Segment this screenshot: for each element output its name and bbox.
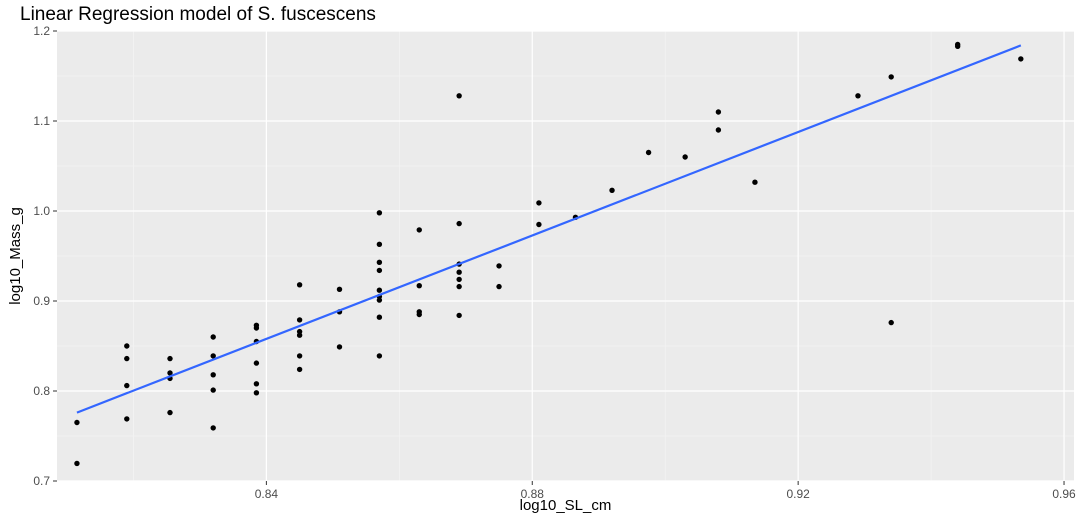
- data-point: [336, 286, 343, 292]
- data-point: [888, 74, 894, 80]
- y-tick-label: 1.1: [33, 114, 50, 128]
- y-tick-label: 0.7: [33, 474, 50, 488]
- y-tick-label: 0.9: [33, 294, 50, 308]
- data-point: [609, 187, 615, 193]
- data-point: [1018, 56, 1024, 62]
- data-point: [954, 41, 961, 48]
- data-point: [253, 360, 260, 366]
- data-point: [855, 93, 861, 99]
- data-point: [167, 370, 173, 376]
- data-point: [253, 381, 260, 387]
- data-point: [124, 343, 130, 349]
- y-tick-label: 1.2: [33, 24, 50, 38]
- data-point: [496, 263, 502, 269]
- data-point: [124, 382, 130, 389]
- x-tick-label: 0.92: [786, 487, 810, 501]
- data-point: [376, 267, 383, 274]
- data-point: [74, 460, 80, 467]
- data-point: [210, 372, 216, 378]
- data-point: [124, 355, 130, 362]
- data-point: [210, 425, 216, 431]
- data-point: [296, 328, 303, 335]
- data-point: [536, 221, 542, 228]
- data-point: [296, 317, 303, 323]
- chart-title: Linear Regression model of S. fuscescens: [20, 4, 376, 25]
- x-tick-label: 0.88: [521, 487, 545, 501]
- data-point: [456, 93, 462, 99]
- data-point: [376, 259, 383, 265]
- data-point: [416, 227, 422, 233]
- y-axis-title: log10_Mass_g: [7, 207, 24, 305]
- data-point: [456, 283, 462, 290]
- regression-line-layer: [76, 44, 1022, 414]
- data-point: [210, 334, 216, 340]
- regression-line: [76, 44, 1022, 414]
- y-tick-label: 1.0: [33, 204, 50, 218]
- data-point: [645, 149, 652, 156]
- data-point: [376, 353, 383, 359]
- data-point: [336, 344, 343, 350]
- data-point: [888, 319, 894, 326]
- data-point: [210, 353, 216, 359]
- data-point: [376, 210, 383, 216]
- data-point: [167, 355, 173, 362]
- data-point: [416, 309, 422, 315]
- x-axis: 0.84 0.88 0.92 0.96: [255, 481, 1076, 501]
- y-tick-label: 0.8: [33, 384, 50, 398]
- data-point: [296, 353, 303, 359]
- data-point: [376, 287, 383, 293]
- x-axis-title: log10_SL_cm: [520, 497, 612, 514]
- data-point: [456, 220, 462, 227]
- data-point: [74, 419, 80, 426]
- data-point: [536, 200, 542, 206]
- data-point: [167, 409, 173, 416]
- data-point: [253, 322, 260, 328]
- data-point: [296, 366, 303, 373]
- data-point: [210, 387, 216, 393]
- data-point: [456, 312, 462, 319]
- data-point: [253, 390, 260, 396]
- data-point: [124, 416, 130, 422]
- major-gridlines: [57, 30, 1074, 482]
- data-point: [682, 154, 688, 160]
- data-point: [752, 179, 758, 185]
- x-tick-label: 0.96: [1052, 487, 1076, 501]
- scatter-points: [74, 41, 1024, 467]
- data-point: [456, 276, 462, 283]
- data-point: [296, 282, 303, 288]
- data-point: [376, 241, 383, 247]
- data-point: [456, 269, 462, 275]
- data-point: [376, 314, 383, 320]
- y-axis: 0.7 0.8 0.9 1.0 1.1 1.2: [33, 24, 57, 488]
- data-point: [496, 283, 502, 290]
- x-tick-label: 0.84: [255, 487, 279, 501]
- data-point: [715, 109, 722, 115]
- data-point: [715, 127, 722, 133]
- data-point: [416, 283, 422, 289]
- minor-gridlines: [57, 31, 1074, 481]
